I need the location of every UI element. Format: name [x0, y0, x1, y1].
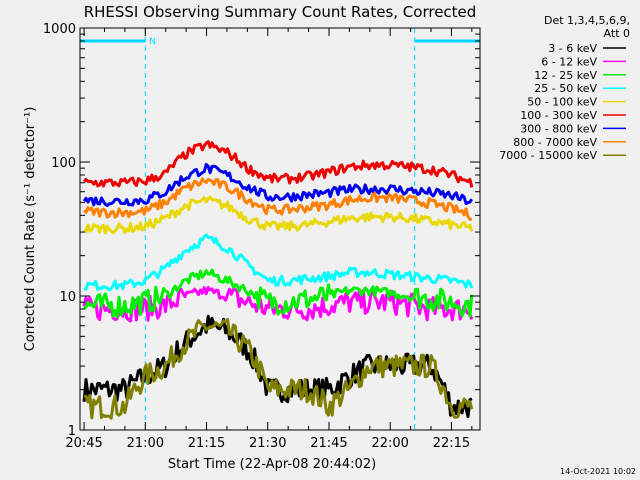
series-line-3: [83, 233, 474, 292]
y-tick-label: 100: [51, 156, 76, 171]
chart-title: RHESSI Observing Summary Count Rates, Co…: [84, 3, 477, 21]
legend-entry-label: 800 - 7000 keV: [513, 136, 597, 149]
legend-entry-label: 100 - 300 keV: [520, 109, 597, 122]
legend-header-line1: Det 1,3,4,5,6,9,: [544, 14, 630, 27]
legend-entry-label: 300 - 800 keV: [520, 122, 597, 135]
y-axis: 1 10 100 1000: [43, 22, 480, 439]
series-line-5: [82, 140, 474, 188]
legend-entry-label: 12 - 25 keV: [534, 69, 597, 82]
series-line-8: [84, 318, 474, 420]
y-tick-label: 10: [59, 290, 76, 305]
x-tick-label: 21:15: [188, 436, 225, 451]
series-line-7: [82, 177, 472, 221]
legend-entry-label: 50 - 100 keV: [527, 96, 597, 109]
x-tick-label: 22:15: [433, 436, 470, 451]
x-axis-label: Start Time (22-Apr-08 20:44:02): [168, 457, 376, 472]
x-tick-label: 22:00: [371, 436, 408, 451]
series-line-2: [83, 268, 474, 319]
series-line-6: [82, 163, 474, 208]
x-tick-label: 21:45: [310, 436, 347, 451]
series-line-4: [82, 195, 474, 235]
legend-header-line2: Att 0: [604, 27, 630, 40]
legend-entry-label: 6 - 12 keV: [541, 55, 597, 68]
legend-entry-label: 7000 - 15000 keV: [499, 149, 597, 162]
y-tick-label: 1: [68, 424, 76, 439]
x-tick-label: 21:00: [127, 436, 164, 451]
x-tick-label: 20:45: [65, 436, 102, 451]
series-lines: [82, 140, 474, 420]
legend-entry-label: 25 - 50 keV: [534, 82, 597, 95]
timestamp: 14-Oct-2021 10:02: [560, 467, 636, 476]
x-tick-label: 21:30: [249, 436, 286, 451]
y-tick-label: 1000: [43, 22, 76, 37]
y-axis-label: Corrected Count Rate (s⁻¹ detector⁻¹): [23, 107, 38, 352]
plot-frame: [79, 27, 481, 431]
night-label: N: [149, 37, 156, 47]
legend-entry-label: 3 - 6 keV: [548, 42, 597, 55]
x-axis: 20:45 21:00 21:15 21:30 21:45 22:00 22:15: [65, 28, 473, 451]
